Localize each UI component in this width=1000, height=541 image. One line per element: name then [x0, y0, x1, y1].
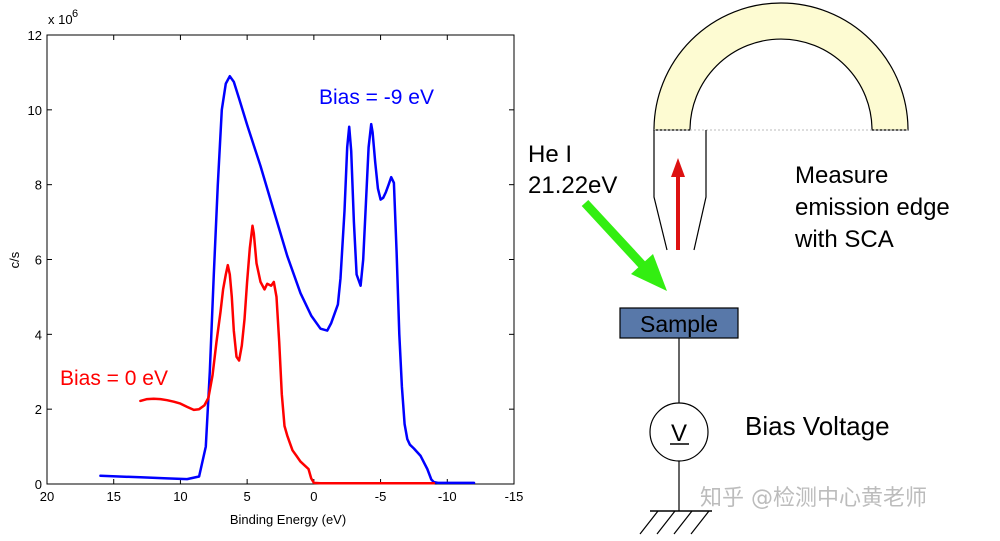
bias-voltage-label: Bias Voltage [745, 411, 890, 441]
y-axis-ticks: 0 2 4 6 8 10 12 [28, 28, 514, 492]
chart-series-group [99, 74, 476, 485]
y-tick-label: 2 [35, 402, 42, 417]
y-tick-label: 10 [28, 103, 42, 118]
watermark-text: 知乎 @检测中心黄老师 [700, 486, 927, 511]
sample-label: Sample [640, 311, 718, 337]
x-tick-label: 5 [244, 489, 251, 504]
photon-arrow-shaft [581, 199, 650, 273]
lens-tube-right [693, 130, 707, 251]
electron-arrow-head [671, 158, 685, 177]
annotation-bias-minus-9: Bias = -9 eV [319, 86, 434, 109]
x-tick-label: 10 [173, 489, 187, 504]
x-tick-label: -15 [505, 489, 524, 504]
y-axis-label: c/s [7, 251, 22, 268]
lens-tube-left [653, 130, 668, 251]
y-multiplier-label: x 10 [48, 12, 73, 27]
photon-source-energy: 21.22eV [528, 172, 617, 199]
detector-label-line1: Measure [795, 162, 888, 189]
series-line-bias-minus-9 [99, 74, 476, 485]
x-tick-label: 15 [106, 489, 120, 504]
plot-frame [46, 34, 515, 485]
ground-hatch [690, 510, 710, 535]
y-multiplier-exponent: 6 [72, 8, 78, 20]
x-tick-label: -5 [375, 489, 387, 504]
series-line-bias-0 [139, 224, 436, 485]
voltmeter-label: V [671, 420, 687, 447]
detector-label-line2: emission edge [795, 194, 950, 221]
ground-hatch [639, 510, 659, 535]
measurement-setup-diagram: He I 21.22eV Measure emission edge with … [528, 2, 950, 535]
y-tick-label: 12 [28, 28, 42, 43]
x-tick-label: 20 [40, 489, 54, 504]
photon-source-name: He I [528, 141, 572, 168]
y-tick-label: 6 [35, 253, 42, 268]
y-tick-label: 0 [35, 477, 42, 492]
x-axis-label: Binding Energy (eV) [230, 512, 346, 527]
detector-label-line3: with SCA [794, 226, 894, 253]
x-axis-ticks: 20 15 10 5 0 -5 -10 -15 [40, 35, 524, 504]
y-tick-label: 4 [35, 327, 42, 342]
y-tick-label: 8 [35, 178, 42, 193]
ground-hatch [656, 510, 676, 535]
photon-arrow-head [631, 254, 667, 291]
x-tick-label: 0 [310, 489, 317, 504]
hemispherical-analyzer [653, 2, 909, 131]
ground-hatch [673, 510, 693, 535]
x-tick-label: -10 [438, 489, 457, 504]
binding-energy-chart: 0 2 4 6 8 10 12 20 15 10 5 0 -5 -10 -15 x 10 6 Bindin… [7, 8, 523, 527]
annotation-bias-0: Bias = 0 eV [60, 367, 168, 390]
